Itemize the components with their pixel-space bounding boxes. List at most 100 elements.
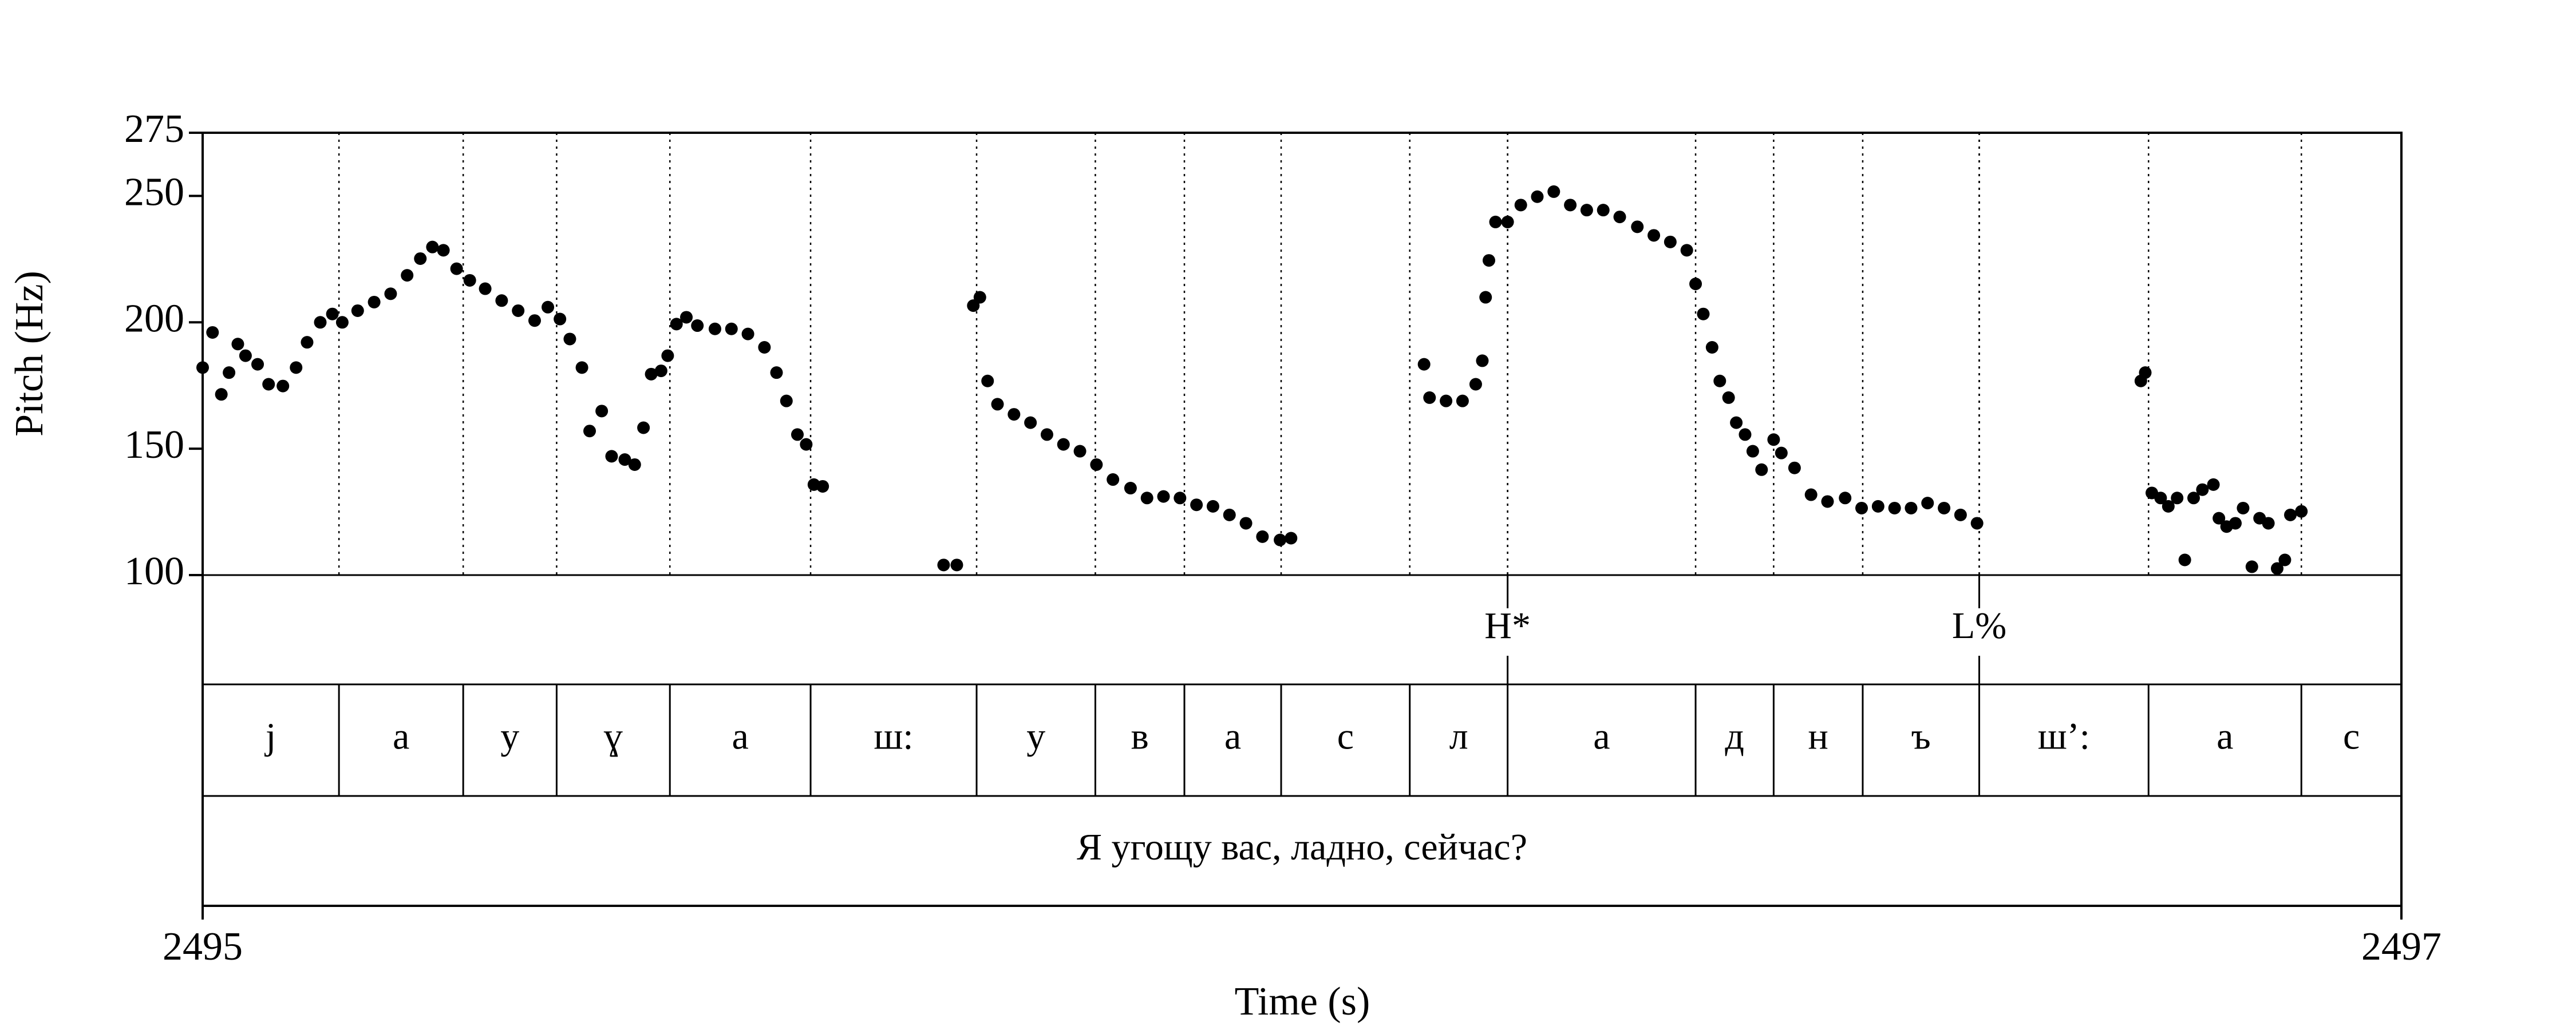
- pitch-point: [800, 438, 813, 451]
- phone-label: в: [1131, 716, 1149, 758]
- pitch-point: [950, 558, 963, 572]
- pitch-point: [2270, 562, 2283, 575]
- pitch-point: [708, 322, 721, 335]
- pitch-point: [495, 294, 508, 307]
- pitch-point: [554, 312, 567, 326]
- pitch-point: [575, 361, 588, 374]
- pitch-point: [628, 458, 641, 471]
- pitch-point: [1040, 428, 1053, 441]
- pitch-point: [2278, 553, 2291, 566]
- pitch-point: [1664, 235, 1677, 248]
- pitch-point: [1223, 508, 1236, 521]
- phone-label: а: [1224, 716, 1241, 758]
- pitch-point: [1285, 532, 1298, 545]
- pitch-point: [1489, 215, 1502, 228]
- pitch-point: [276, 379, 290, 393]
- y-tick-label: 250: [124, 170, 184, 214]
- y-tick-label: 150: [124, 423, 184, 467]
- pitch-point: [2178, 553, 2191, 566]
- pitch-point: [414, 252, 427, 265]
- pitch-point: [1423, 391, 1436, 404]
- pitch-point: [645, 367, 658, 381]
- pitch-point: [791, 428, 804, 441]
- pitch-point: [1531, 190, 1544, 203]
- pitch-point: [670, 318, 683, 331]
- pitch-point: [2162, 500, 2175, 513]
- pitch-point: [231, 338, 244, 351]
- pitch-point: [1705, 341, 1718, 354]
- pitch-point: [1713, 374, 1726, 387]
- pitch-point: [512, 304, 525, 317]
- pitch-point: [1514, 199, 1527, 212]
- pitch-point: [816, 480, 829, 493]
- pitch-point: [384, 287, 397, 300]
- pitch-point: [1722, 391, 1735, 404]
- x-tick-label: 2497: [2361, 925, 2441, 969]
- pitch-point: [1888, 501, 1901, 514]
- pitch-point: [1631, 220, 1644, 233]
- pitch-point: [542, 300, 555, 314]
- pitch-point: [1855, 501, 1868, 514]
- pitch-point: [314, 316, 327, 329]
- pitch-point: [680, 311, 693, 324]
- pitch-point: [1730, 416, 1743, 429]
- pitch-point: [2154, 492, 2167, 505]
- pitch-point: [1057, 438, 1070, 451]
- pitch-point: [1689, 278, 1702, 291]
- pitch-point: [2229, 517, 2242, 530]
- pitch-point: [1206, 500, 1219, 513]
- pitch-point: [351, 304, 364, 317]
- y-tick-label: 275: [124, 107, 184, 151]
- pitch-point: [770, 366, 783, 379]
- pitch-point: [196, 361, 209, 374]
- pitch-point: [1697, 307, 1710, 320]
- y-axis-label: Pitch (Hz): [7, 271, 52, 437]
- pitch-point: [2171, 492, 2184, 505]
- pitch-point: [2295, 505, 2308, 518]
- tone-label: H*: [1484, 605, 1531, 647]
- pitch-point: [1469, 378, 1482, 391]
- pitch-point: [335, 316, 349, 329]
- pitch-point: [326, 307, 339, 320]
- pitch-point: [2187, 492, 2200, 505]
- phone-label: д: [1725, 716, 1744, 758]
- pitch-point: [463, 274, 476, 287]
- pitch-point: [1256, 530, 1269, 543]
- pitch-point: [1954, 508, 1967, 521]
- pitch-point: [1839, 492, 1852, 505]
- pitch-point: [605, 450, 618, 463]
- pitch-point: [1456, 394, 1469, 407]
- phone-label: у: [500, 716, 519, 758]
- phone-label: ш:: [874, 716, 913, 758]
- pitch-point: [2196, 483, 2209, 496]
- pitch-point: [251, 358, 264, 371]
- pitch-point: [618, 453, 631, 466]
- phone-label: а: [393, 716, 409, 758]
- pitch-point: [1871, 500, 1884, 513]
- pitch-point: [2237, 501, 2250, 514]
- x-axis-label: Time (s): [1235, 980, 1370, 1024]
- phone-label: j: [264, 716, 276, 758]
- pitch-point: [1938, 501, 1951, 514]
- pitch-point: [2139, 366, 2152, 379]
- pitch-point: [1140, 492, 1153, 505]
- pitch-point: [2262, 517, 2275, 530]
- pitch-point: [223, 366, 236, 379]
- pitch-point: [1564, 199, 1577, 212]
- pitch-point: [1073, 445, 1086, 458]
- pitch-point: [1788, 461, 1801, 474]
- pitch-point: [780, 394, 793, 407]
- pitch-point: [1746, 445, 1759, 458]
- pitch-point: [725, 322, 738, 335]
- pitch-point: [1482, 254, 1495, 267]
- pitch-point: [661, 349, 674, 362]
- pitch-point: [1190, 498, 1203, 512]
- pitch-point: [1804, 488, 1818, 501]
- pitch-point: [206, 326, 219, 339]
- pitch-point: [1767, 433, 1780, 446]
- phone-label: ъ: [1911, 716, 1931, 758]
- pitch-point: [437, 244, 450, 257]
- pitch-point: [1905, 501, 1918, 514]
- phone-label: с: [1337, 716, 1354, 758]
